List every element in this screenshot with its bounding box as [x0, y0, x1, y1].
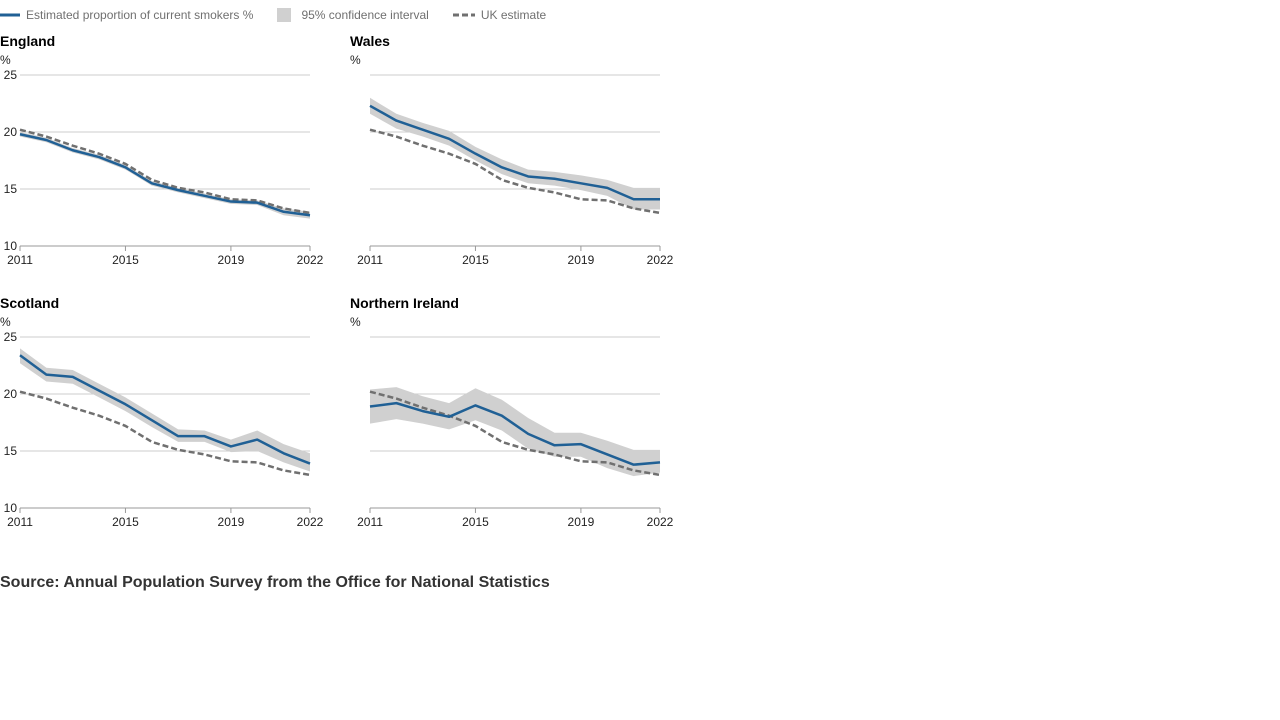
x-tick-label: 2019: [568, 253, 595, 267]
x-tick-label: 2015: [462, 253, 489, 267]
estimate-line: [369, 104, 660, 201]
legend: Estimated proportion of current smokers …: [0, 4, 570, 26]
estimate-line-swatch: [0, 13, 20, 17]
uk-estimate-line: [19, 128, 311, 215]
confidence-interval-band: [20, 132, 310, 219]
chart-title: England: [0, 33, 55, 49]
legend-item-ci: 95% confidence interval: [277, 8, 429, 22]
estimate-line: [19, 354, 311, 465]
x-tick-label: 2022: [647, 515, 674, 529]
x-tick-label: 2011: [357, 253, 383, 267]
x-tick-label: 2019: [568, 515, 595, 529]
legend-ci-label: 95% confidence interval: [301, 8, 429, 22]
legend-estimate-label: Estimated proportion of current smokers …: [26, 8, 254, 22]
estimate-line: [19, 133, 311, 217]
x-tick-label: 2015: [112, 515, 139, 529]
x-tick-label: 2011: [7, 253, 33, 267]
x-tick-label: 2019: [218, 253, 245, 267]
x-tick-label: 2022: [647, 253, 674, 267]
source-note: Source: Annual Population Survey from th…: [0, 574, 550, 591]
uk-estimate-line: [369, 128, 661, 215]
y-axis-label: %: [0, 53, 11, 67]
chart-title: Scotland: [0, 295, 59, 311]
x-tick-label: 2022: [297, 253, 324, 267]
legend-uk-label: UK estimate: [480, 8, 547, 22]
y-tick-label: 15: [4, 182, 18, 196]
y-axis-label: %: [350, 315, 361, 329]
x-tick-label: 2019: [218, 515, 245, 529]
confidence-interval-band: [370, 97, 660, 210]
chart-panel-scotland: Scotland% 10 15 20 25 2011 2015 2019 2022: [0, 295, 324, 529]
x-tick-label: 2022: [297, 515, 324, 529]
x-tick-label: 2011: [357, 515, 383, 529]
y-tick-label: 25: [4, 68, 18, 82]
y-tick-label: 15: [4, 444, 18, 458]
uk-dashed-swatch: [452, 13, 475, 17]
confidence-interval-band: [20, 348, 310, 472]
confidence-interval-band: [370, 387, 660, 477]
chart-panel-england: England% 10 15 20 25 2011 2015 2019 2022: [0, 33, 324, 267]
y-tick-label: 20: [4, 125, 18, 139]
estimate-line: [369, 401, 661, 466]
chart-title: Wales: [350, 33, 390, 49]
x-tick-label: 2015: [112, 253, 139, 267]
chart-title: Northern Ireland: [350, 295, 459, 311]
y-tick-label: 10: [4, 501, 18, 515]
y-tick-label: 20: [4, 387, 18, 401]
y-axis-label: %: [0, 315, 11, 329]
x-tick-label: 2011: [7, 515, 33, 529]
uk-estimate-line: [19, 390, 311, 477]
y-axis-label: %: [350, 53, 361, 67]
legend-item-uk: UK estimate: [452, 8, 547, 22]
legend-item-estimate: Estimated proportion of current smokers …: [0, 8, 253, 22]
x-tick-label: 2015: [462, 515, 489, 529]
uk-estimate-line: [369, 390, 661, 477]
chart-panel-wales: Wales% 2011 2015 2019 2022: [350, 33, 674, 267]
y-tick-label: 10: [4, 239, 18, 253]
ci-swatch: [277, 8, 292, 22]
chart-panel-northern-ireland: Northern Ireland% 2011 2015 2019 2022: [350, 295, 674, 529]
y-tick-label: 25: [4, 330, 18, 344]
